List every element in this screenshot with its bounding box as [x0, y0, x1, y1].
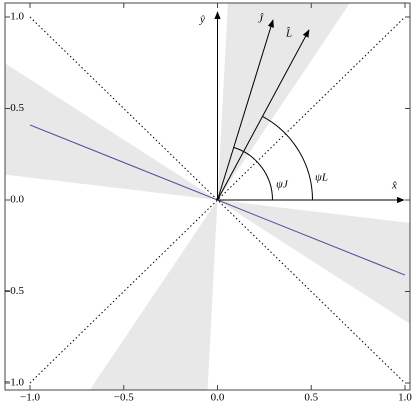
cone	[218, 0, 353, 200]
y-tick-label: 1.0	[10, 11, 24, 23]
x-tick-label: 0.5	[304, 392, 318, 404]
y-tick-label: 0.0	[10, 194, 24, 206]
x-tick-label: −0.5	[114, 392, 134, 404]
x-tick-label: 1.0	[398, 392, 412, 404]
y-hat-label: ŷ	[199, 14, 205, 26]
cone	[218, 200, 415, 340]
psi-l-label: ψL	[315, 172, 328, 184]
x-tick-label: 0.0	[211, 392, 225, 404]
x-tick-label: −1.0	[20, 392, 40, 404]
l-hat-label: L̂	[285, 27, 292, 40]
cone	[0, 60, 218, 200]
psi-j-label: ψJ	[276, 179, 289, 191]
x-hat-label: x̂	[391, 180, 397, 192]
y-tick-label: 0.5	[10, 102, 24, 114]
cone	[83, 200, 218, 400]
